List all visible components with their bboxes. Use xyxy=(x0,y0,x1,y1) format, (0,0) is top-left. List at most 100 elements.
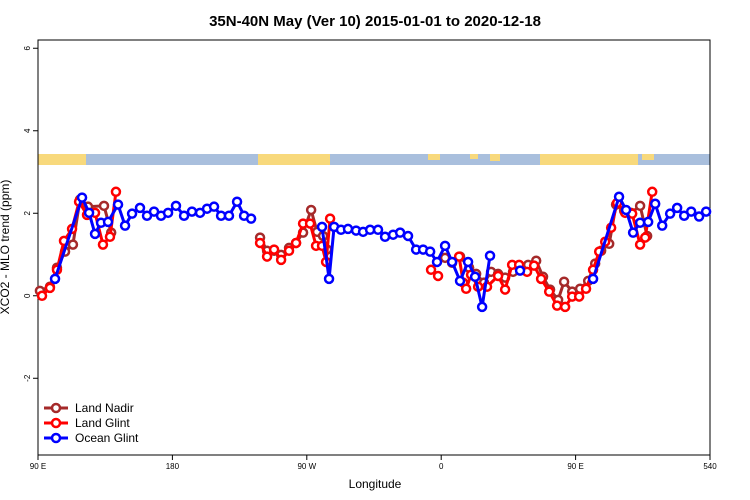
data-point xyxy=(543,286,555,297)
data-point xyxy=(587,273,599,285)
data-point xyxy=(112,199,124,210)
data-point xyxy=(642,216,654,228)
data-point xyxy=(664,208,676,219)
x-tick-label: 180 xyxy=(166,462,180,471)
data-point xyxy=(454,275,466,287)
data-point xyxy=(379,231,391,243)
data-point xyxy=(424,246,436,257)
data-point xyxy=(499,284,511,295)
data-point xyxy=(104,231,116,243)
data-point xyxy=(492,270,504,282)
data-point xyxy=(372,224,384,236)
data-point xyxy=(646,186,658,198)
legend-label: Land Nadir xyxy=(75,401,134,415)
land-band xyxy=(490,154,500,161)
data-point xyxy=(67,239,79,250)
data-point xyxy=(559,301,571,313)
y-tick-label: 4 xyxy=(23,128,32,133)
data-point xyxy=(620,204,632,216)
data-point xyxy=(425,264,437,276)
legend-marker xyxy=(50,432,62,444)
data-point xyxy=(551,300,563,311)
data-point xyxy=(460,283,472,295)
data-point xyxy=(431,256,443,268)
data-point xyxy=(223,210,235,221)
data-point xyxy=(98,200,110,212)
x-axis-label: Longitude xyxy=(349,477,402,491)
data-point xyxy=(290,237,302,249)
data-point xyxy=(83,207,95,219)
plot-frame xyxy=(37,39,711,456)
x-tick-label: 90 E xyxy=(30,462,46,471)
data-point xyxy=(476,301,488,313)
x-tick-label: 90 W xyxy=(297,462,316,471)
land-band xyxy=(642,154,654,160)
data-point xyxy=(44,282,56,294)
x-tick-label: 90 E xyxy=(567,462,583,471)
data-point xyxy=(162,207,174,219)
data-point xyxy=(634,239,646,250)
data-point xyxy=(275,254,287,266)
data-point xyxy=(453,251,465,262)
data-point xyxy=(245,213,257,224)
data-point xyxy=(432,270,444,282)
data-point xyxy=(268,244,280,255)
data-point xyxy=(186,206,198,217)
data-point xyxy=(514,265,526,276)
land-band xyxy=(38,154,86,165)
data-point xyxy=(528,260,540,271)
data-point xyxy=(462,256,474,268)
y-tick-label: 2 xyxy=(23,210,32,215)
data-point xyxy=(89,228,101,240)
data-point xyxy=(558,276,570,287)
data-point xyxy=(402,230,414,242)
legend-marker xyxy=(50,417,62,429)
data-point xyxy=(613,191,625,203)
data-point xyxy=(110,186,122,198)
legend-label: Ocean Glint xyxy=(75,431,139,445)
data-point xyxy=(627,227,639,238)
data-point xyxy=(671,202,683,214)
y-tick-label: 0 xyxy=(23,293,32,298)
data-point xyxy=(305,204,317,216)
data-point xyxy=(535,273,547,285)
data-point xyxy=(304,218,316,229)
land-band xyxy=(540,154,638,165)
data-point xyxy=(323,273,335,285)
ocean-band xyxy=(38,154,710,165)
data-point xyxy=(316,221,328,233)
data-point xyxy=(656,220,668,231)
data-point xyxy=(49,273,61,285)
land-band xyxy=(428,154,440,160)
land-band xyxy=(470,154,478,159)
data-point xyxy=(634,200,646,212)
data-point xyxy=(649,198,661,210)
data-point xyxy=(119,220,131,231)
y-tick-label: 6 xyxy=(23,45,32,50)
data-point xyxy=(580,283,592,295)
land-band xyxy=(258,154,330,165)
data-point xyxy=(76,192,88,203)
data-point xyxy=(700,206,712,217)
data-point xyxy=(134,202,146,214)
data-point xyxy=(685,206,697,217)
data-point xyxy=(97,239,109,250)
data-point xyxy=(639,232,651,243)
x-tick-label: 540 xyxy=(703,462,717,471)
data-point xyxy=(484,250,496,262)
data-point xyxy=(469,271,481,283)
data-point xyxy=(324,213,336,224)
data-point xyxy=(170,200,182,212)
series xyxy=(49,191,712,313)
data-point xyxy=(231,196,243,207)
legend-label: Land Glint xyxy=(75,416,130,430)
data-point xyxy=(126,208,138,219)
data-point xyxy=(178,210,190,221)
surface-band xyxy=(38,154,710,165)
data-point xyxy=(446,256,458,268)
data-point xyxy=(283,245,295,257)
data-point xyxy=(634,217,646,228)
y-tick-label: -2 xyxy=(23,374,32,382)
